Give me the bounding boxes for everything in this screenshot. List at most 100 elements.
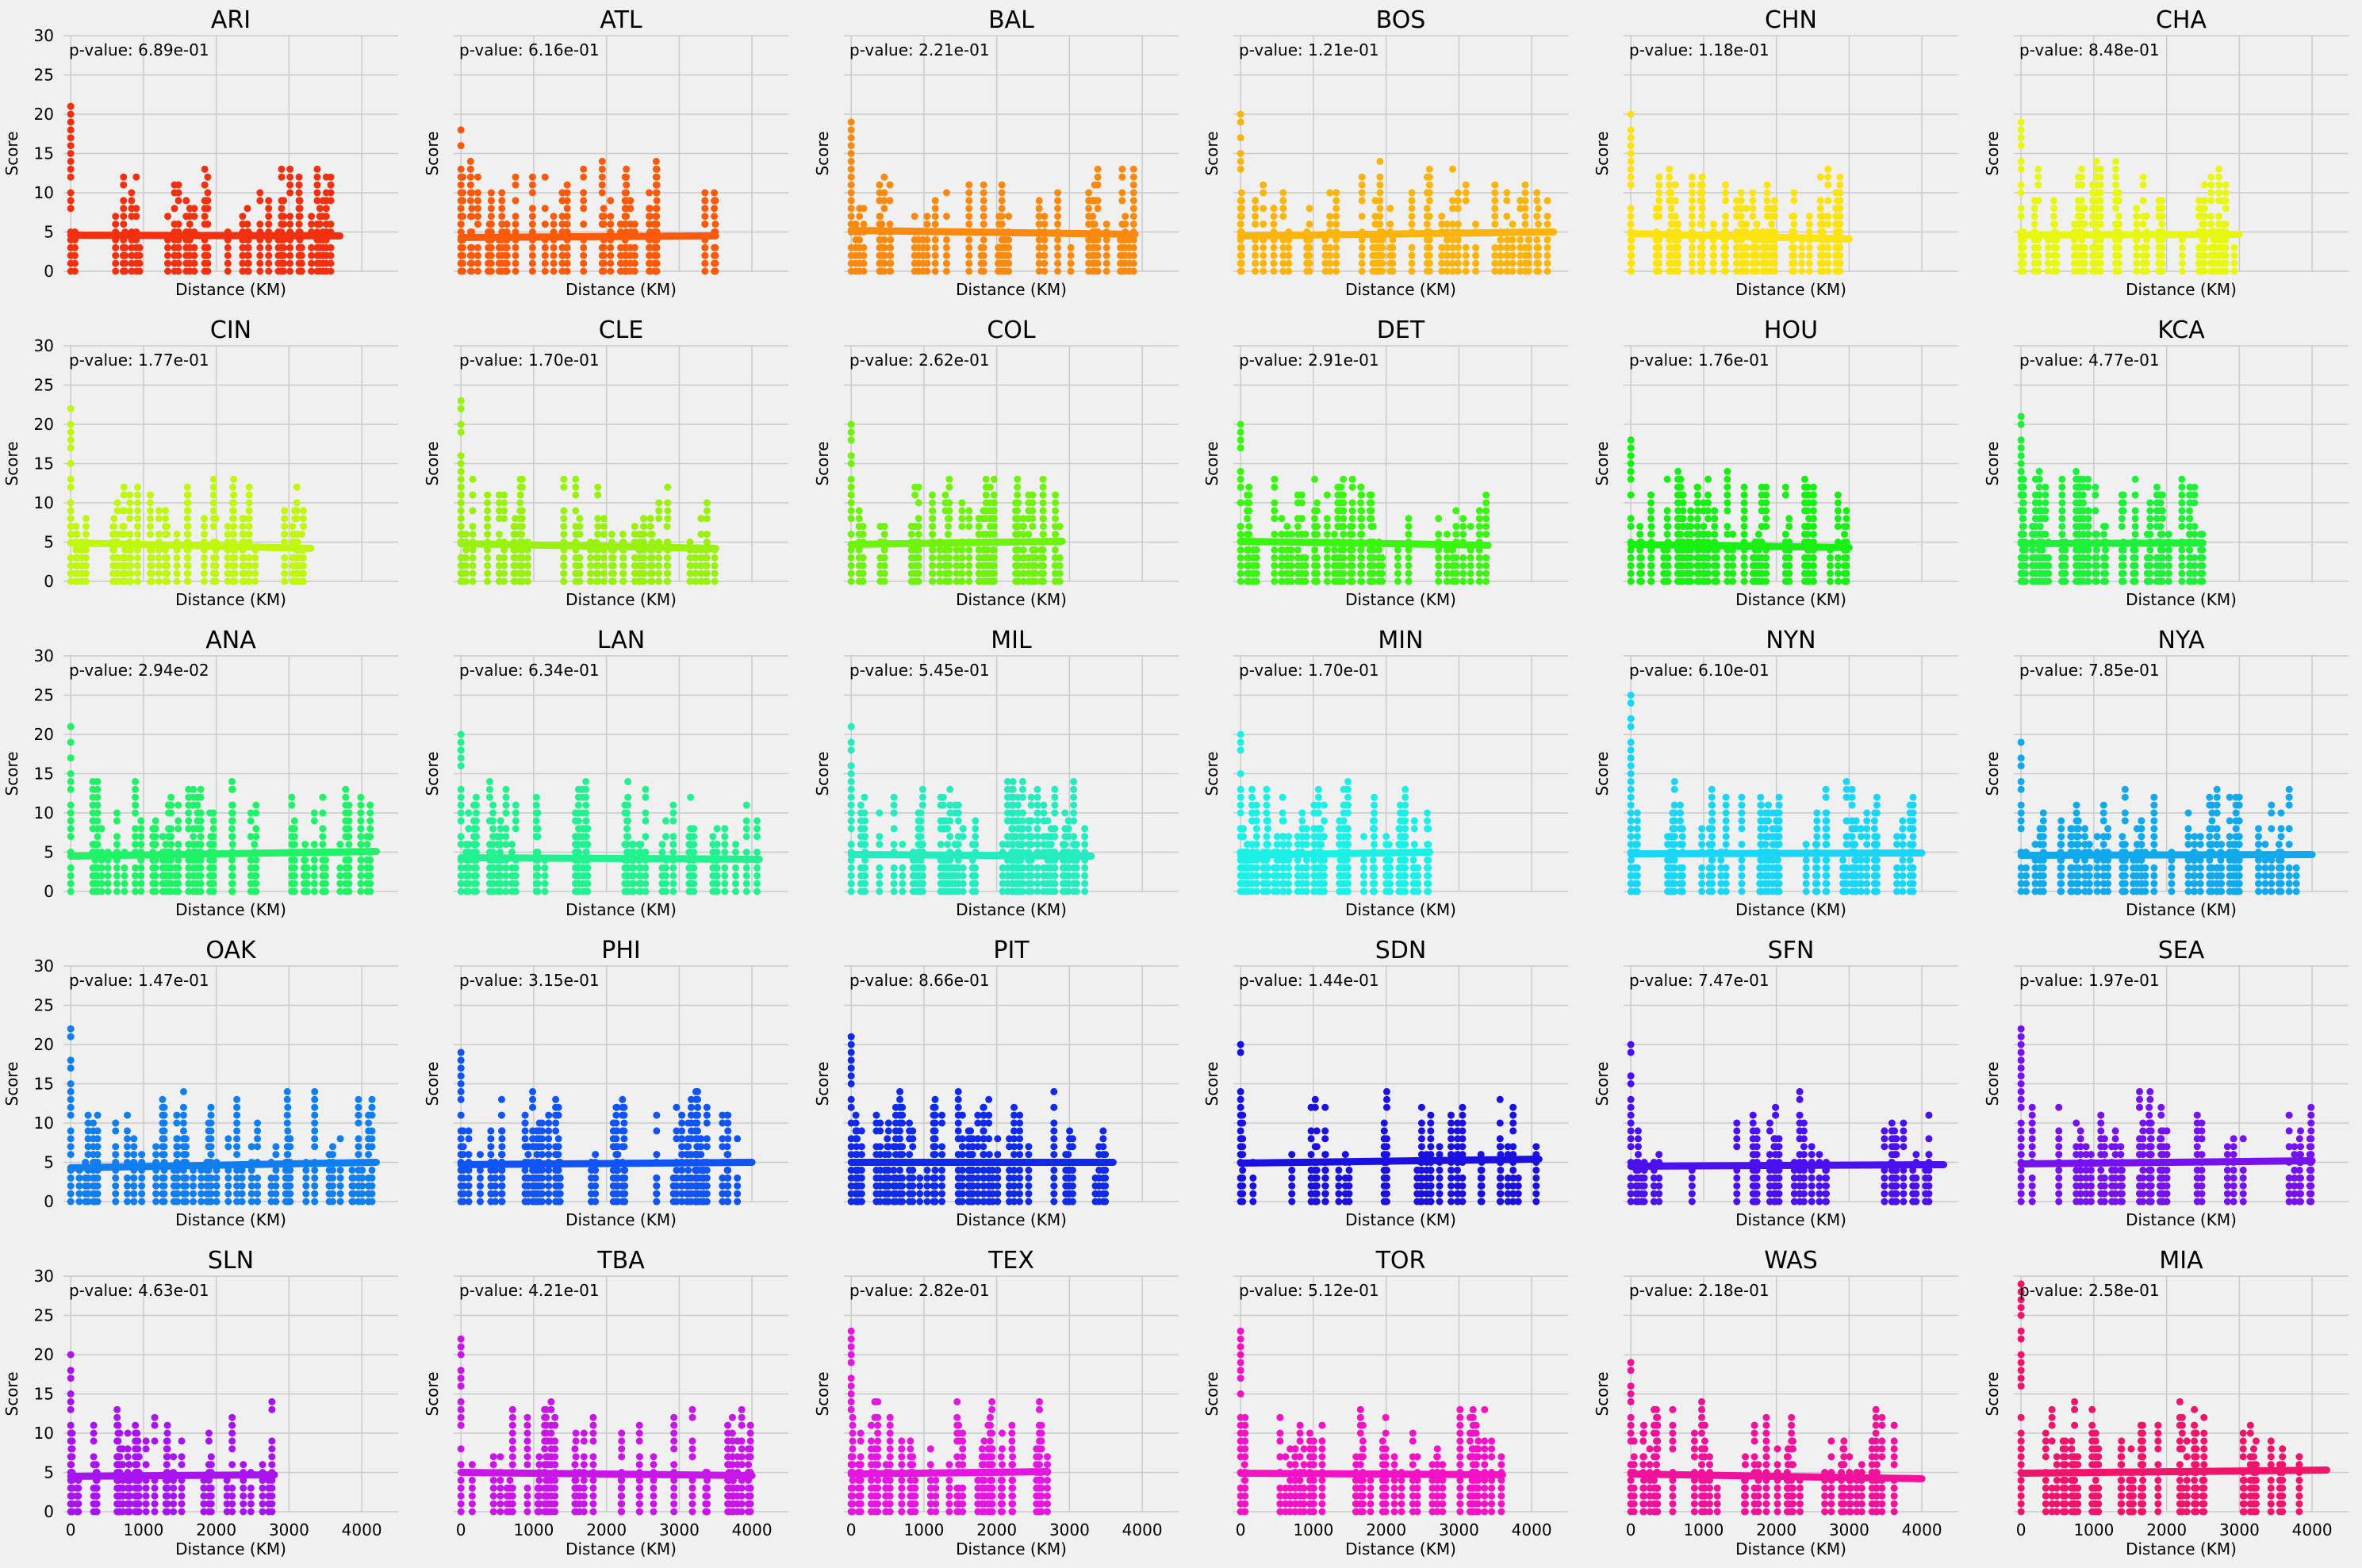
data-point (2157, 546, 2165, 554)
data-point (609, 562, 617, 569)
data-point (2036, 515, 2044, 523)
data-point (1375, 569, 1383, 577)
data-point (2186, 569, 2194, 577)
data-point (1472, 243, 1480, 251)
data-point (1729, 577, 1737, 585)
data-point (2158, 220, 2166, 228)
data-point (1758, 499, 1766, 507)
data-point (1472, 259, 1480, 267)
data-point (286, 165, 294, 173)
data-point (1740, 483, 1748, 491)
data-point (164, 251, 172, 259)
data-point (1543, 259, 1551, 267)
data-point (468, 205, 476, 213)
data-point (2036, 577, 2044, 585)
p-value-label: p-value: 4.77e-01 (2019, 351, 2160, 370)
data-point (134, 546, 142, 554)
y-axis-label: Score (1983, 131, 2002, 175)
data-point (132, 173, 140, 181)
data-point (67, 577, 75, 585)
data-point (67, 888, 75, 895)
data-point (2158, 205, 2166, 213)
data-point (1503, 259, 1511, 267)
p-value-label: p-value: 2.91e-01 (1239, 351, 1379, 370)
data-point (1237, 267, 1245, 275)
data-point (207, 880, 215, 888)
data-point (1122, 220, 1129, 228)
data-point (646, 205, 654, 213)
data-point (965, 562, 973, 569)
data-point (147, 523, 155, 531)
data-point (1482, 507, 1490, 515)
data-point (2070, 251, 2078, 259)
data-point (120, 243, 128, 251)
data-point (1834, 577, 1842, 585)
data-point (230, 577, 238, 585)
data-point (2186, 562, 2194, 569)
data-point (1671, 213, 1679, 220)
data-point (1482, 515, 1490, 523)
data-point (1710, 243, 1718, 251)
data-point (256, 220, 264, 228)
data-point (247, 864, 255, 872)
data-point (212, 569, 220, 577)
data-point (1405, 554, 1413, 562)
data-point (127, 546, 135, 554)
data-point (308, 259, 316, 267)
data-point (1271, 499, 1279, 507)
data-point (1763, 205, 1771, 213)
data-point (878, 267, 886, 275)
data-point (2178, 546, 2186, 554)
data-point (594, 531, 602, 539)
data-point (563, 259, 571, 267)
data-point (1448, 236, 1456, 243)
data-point (600, 554, 608, 562)
data-point (1271, 569, 1279, 577)
data-point (1737, 259, 1745, 267)
data-point (308, 243, 316, 251)
data-point (2186, 523, 2194, 531)
data-point (2075, 491, 2083, 499)
data-point (206, 809, 214, 817)
data-point (2030, 220, 2038, 228)
data-point (1688, 243, 1696, 251)
data-point (295, 181, 303, 189)
data-point (523, 562, 531, 569)
data-point (457, 228, 465, 236)
data-point (1294, 562, 1302, 569)
data-point (149, 833, 157, 841)
data-point (1438, 267, 1446, 275)
data-point (164, 267, 172, 275)
data-point (345, 888, 353, 895)
data-point (2093, 259, 2101, 267)
data-point (457, 452, 465, 460)
data-point (1311, 507, 1319, 515)
data-point (1285, 243, 1293, 251)
data-point (281, 577, 289, 585)
data-point (1358, 251, 1366, 259)
data-point (239, 515, 247, 523)
data-point (1819, 228, 1827, 236)
data-point (1122, 251, 1129, 259)
data-point (201, 562, 209, 569)
data-point (1386, 205, 1394, 213)
data-point (256, 251, 264, 259)
data-point (155, 531, 163, 539)
y-axis-label: Score (423, 131, 442, 175)
data-point (929, 577, 937, 585)
data-point (1482, 554, 1490, 562)
data-point (1491, 267, 1499, 275)
data-point (2133, 259, 2141, 267)
data-point (607, 259, 615, 267)
data-point (1237, 150, 1244, 157)
data-point (1326, 213, 1334, 220)
data-point (1357, 515, 1365, 523)
data-point (224, 554, 232, 562)
data-point (560, 483, 568, 491)
data-point (484, 515, 492, 523)
data-point (1129, 205, 1137, 213)
data-point (278, 197, 286, 205)
data-point (942, 189, 950, 197)
data-point (2031, 491, 2039, 499)
data-point (171, 205, 178, 213)
